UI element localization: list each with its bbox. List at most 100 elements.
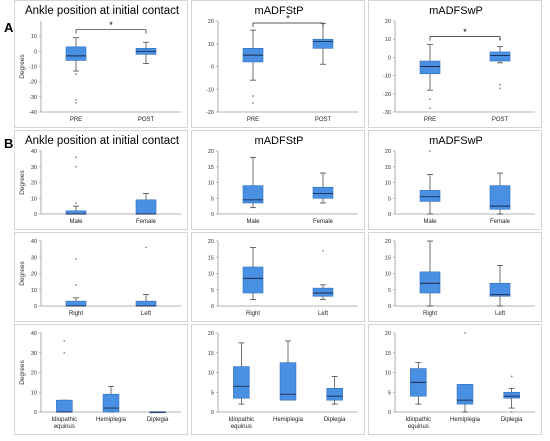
- y-tick-label: 20: [31, 181, 37, 187]
- box-iqr: [279, 362, 297, 401]
- y-tick-label: 20: [208, 149, 214, 155]
- y-axis-label: Degrees: [19, 53, 26, 78]
- box-plot-1: [489, 38, 511, 90]
- outlier-point: [429, 98, 431, 101]
- y-tick-label: 10: [208, 272, 214, 278]
- y-tick-label: -10: [383, 74, 391, 80]
- box-plot-0: [419, 44, 441, 110]
- x-category-label: Idiopathic equinus: [228, 417, 254, 430]
- x-category-label: Male: [246, 219, 260, 225]
- y-tick-label: -30: [383, 110, 391, 116]
- y-tick-label: 0: [388, 212, 391, 218]
- outlier-point: [499, 83, 501, 86]
- x-category-label: Diplegia: [147, 417, 169, 423]
- box-plot-2: [149, 411, 166, 414]
- y-tick-label: 20: [385, 331, 391, 337]
- chart-svg-b33: 0 5 10 15 20 Idiopathic equinus Hemiplegia Diple…: [385, 331, 535, 430]
- box-plot-1: [489, 265, 511, 307]
- y-tick-label: 10: [208, 371, 214, 377]
- y-tick-label: 5: [211, 196, 214, 202]
- x-category-label: Male: [69, 219, 83, 225]
- box-iqr: [489, 185, 511, 210]
- box-iqr: [233, 366, 250, 399]
- y-tick-label: 20: [31, 272, 37, 278]
- outlier-point: [499, 87, 501, 90]
- y-tick-label: 5: [388, 196, 391, 202]
- y-tick-label: 10: [385, 371, 391, 377]
- box-plot-1: [456, 332, 474, 413]
- outlier-point: [63, 340, 66, 342]
- x-category-label: POST: [138, 117, 155, 123]
- y-tick-label: -20: [206, 110, 214, 116]
- chart-svg-b32: 0 5 10 15 20 Idiopathic equinus Hemiplegia Diple…: [208, 331, 358, 430]
- x-category-label: Left: [318, 311, 328, 317]
- box-iqr: [312, 38, 334, 49]
- box-iqr: [503, 391, 520, 399]
- box-plot-0: [410, 362, 427, 405]
- chart-panel-a2: mADFStP -20 -10 0 10 20 PRE POST *: [191, 0, 365, 128]
- box-plot-1: [135, 193, 157, 215]
- significance-bracket: [252, 22, 324, 27]
- box-plot-0: [65, 257, 87, 307]
- y-tick-label: 10: [385, 37, 391, 43]
- y-tick-label: 10: [208, 181, 214, 187]
- y-tick-label: 20: [208, 331, 214, 337]
- y-tick-label: 5: [388, 288, 391, 294]
- y-tick-label: 30: [31, 351, 37, 357]
- chart-svg-a1: Ankle position at initial contact Degrees…: [19, 5, 181, 123]
- chart-title: Ankle position at initial contact: [25, 5, 180, 17]
- box-iqr: [65, 300, 87, 307]
- x-category-label: Diplegia: [501, 417, 523, 423]
- y-tick-label: 10: [31, 390, 37, 396]
- y-tick-label: 0: [34, 49, 37, 55]
- y-tick-label: 15: [208, 255, 214, 261]
- y-tick-label: 20: [385, 19, 391, 25]
- y-tick-label: 40: [31, 239, 37, 245]
- x-category-label: PRE: [70, 117, 82, 123]
- y-tick-label: 15: [385, 351, 391, 357]
- chart-panel-b13: mADFSwP 0 5 10 15 20 Male Female: [368, 130, 542, 230]
- outlier-point: [510, 375, 513, 378]
- y-tick-label: 20: [208, 239, 214, 245]
- y-tick-label: 0: [34, 304, 37, 310]
- y-tick-label: 15: [385, 255, 391, 261]
- chart-panel-b31: Degrees 0 10 20 30 40 Idiopathic equinus Hemiple…: [14, 324, 188, 435]
- chart-panel-a1: Ankle position at initial contact Degrees…: [14, 0, 188, 128]
- y-tick-label: -20: [383, 92, 391, 98]
- chart-title: mADFStP: [255, 135, 304, 147]
- y-tick-label: 15: [208, 351, 214, 357]
- y-tick-label: 10: [385, 181, 391, 187]
- box-iqr: [489, 51, 511, 62]
- x-category-label: Right: [246, 311, 260, 317]
- box-plot-0: [65, 156, 87, 215]
- y-tick-label: 10: [31, 196, 37, 202]
- box-plot-0: [56, 340, 73, 413]
- x-category-label: Male: [423, 219, 437, 225]
- y-tick-label: 0: [34, 410, 37, 416]
- chart-panel-b23: 0 5 10 15 20 Right Left: [368, 232, 542, 322]
- x-category-label: Hemiplegia: [450, 417, 481, 423]
- x-category-label: Hemiplegia: [273, 417, 304, 423]
- x-category-label: Female: [136, 219, 157, 225]
- y-tick-label: 5: [388, 390, 391, 396]
- section-label-b: B: [4, 136, 14, 151]
- box-iqr: [242, 266, 264, 294]
- box-iqr: [135, 300, 157, 307]
- y-tick-label: 30: [31, 165, 37, 171]
- outlier-point: [75, 202, 77, 204]
- box-plot-0: [233, 342, 250, 405]
- significance-marker: *: [463, 27, 467, 37]
- box-iqr: [312, 287, 334, 297]
- y-tick-label: 0: [388, 410, 391, 416]
- significance-marker: *: [286, 14, 290, 24]
- chart-title: mADFSwP: [429, 135, 483, 147]
- y-tick-label: 0: [388, 304, 391, 310]
- outlier-point: [75, 165, 77, 168]
- x-category-label: Right: [423, 311, 437, 317]
- chart-panel-b12: mADFStP 0 5 10 15 20 Male Female: [191, 130, 365, 230]
- box-iqr: [56, 399, 73, 413]
- y-tick-label: 5: [211, 288, 214, 294]
- outlier-point: [63, 351, 66, 354]
- y-tick-label: 20: [385, 239, 391, 245]
- y-tick-label: 5: [211, 390, 214, 396]
